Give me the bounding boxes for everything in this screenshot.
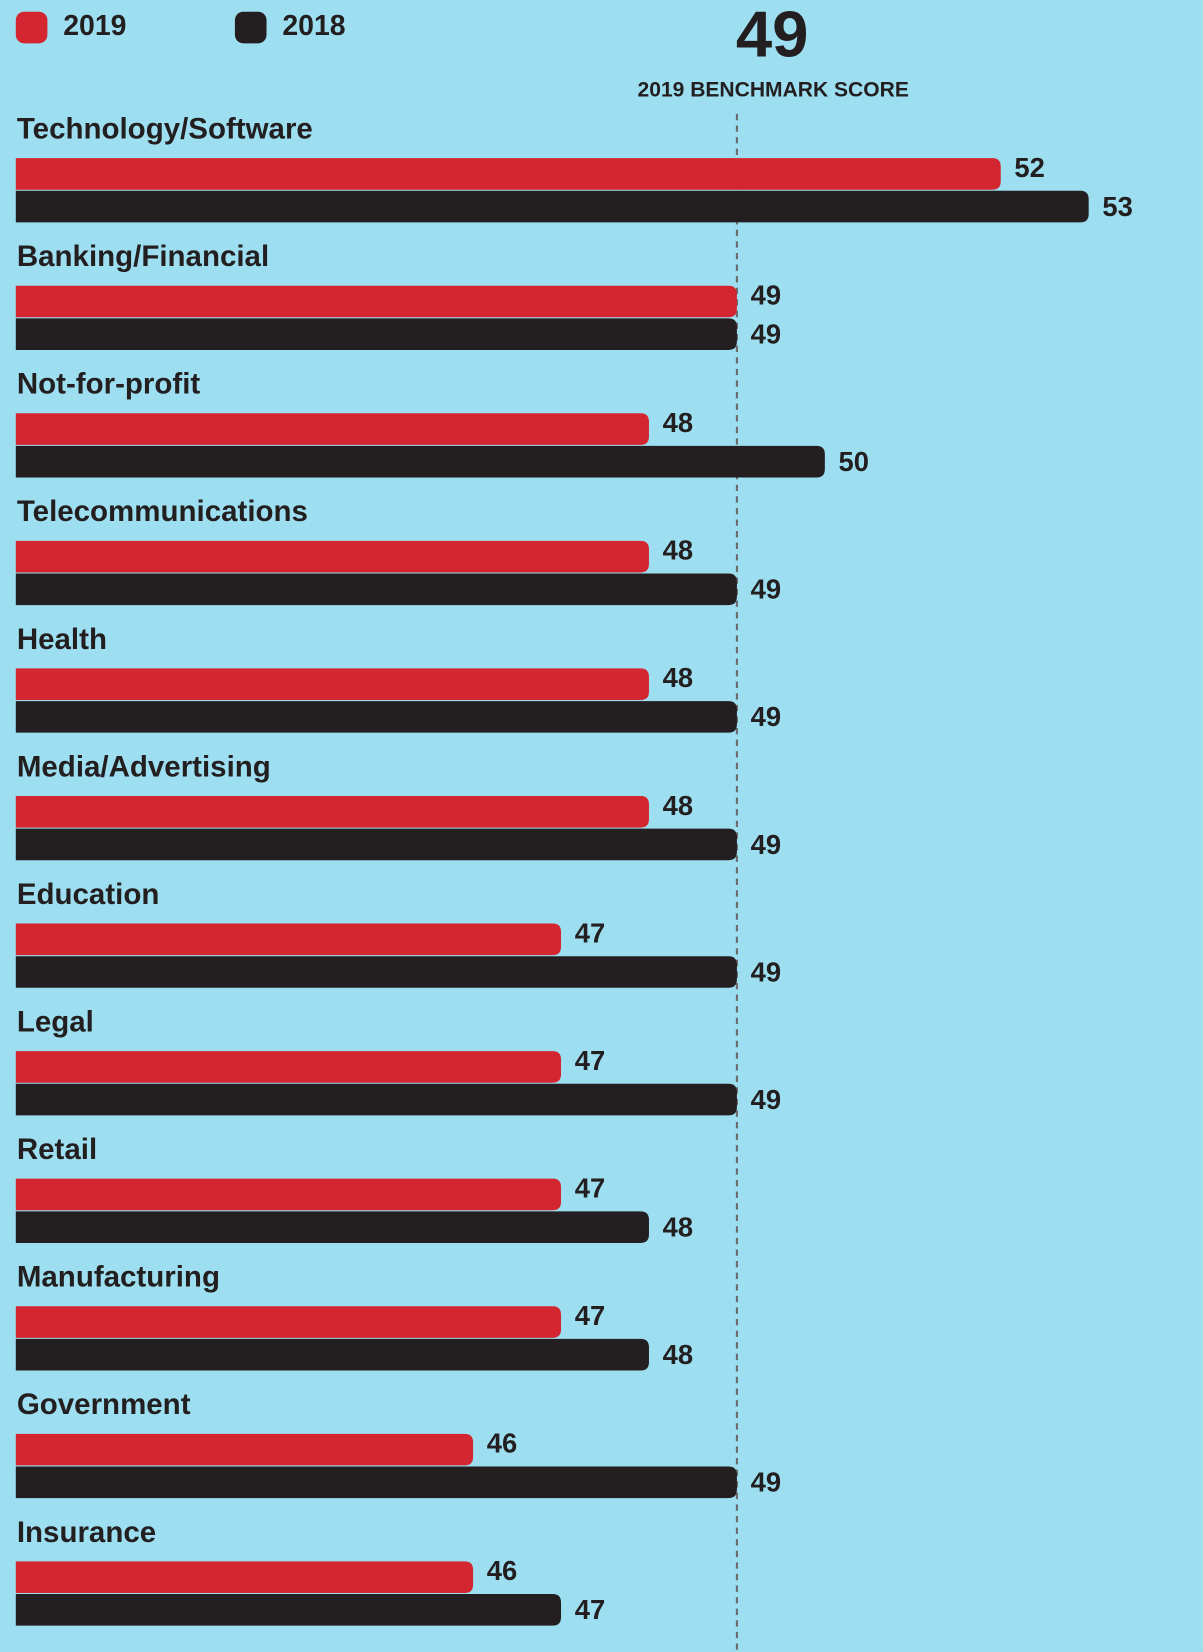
category-label: Legal [17, 1006, 94, 1039]
bar [15, 285, 737, 318]
bar [15, 1338, 649, 1371]
category-label: Media/Advertising [17, 750, 271, 783]
bar [15, 158, 1001, 190]
value-label: 47 [575, 1594, 605, 1625]
bar [15, 413, 649, 445]
value-label: 49 [751, 956, 781, 987]
value-label: 52 [1014, 152, 1044, 183]
value-label: 49 [751, 280, 781, 311]
value-label: 50 [839, 446, 869, 477]
value-label: 47 [575, 1173, 605, 1204]
legend-swatch [15, 11, 48, 44]
bar [15, 318, 737, 350]
value-label: 53 [1102, 191, 1132, 222]
bar [15, 956, 737, 988]
value-label: 49 [751, 1084, 781, 1115]
category-label: Not-for-profit [17, 368, 201, 401]
bar [15, 1178, 562, 1211]
value-label: 48 [663, 407, 693, 438]
category-label: Retail [17, 1133, 97, 1166]
bar [15, 573, 737, 606]
bar [15, 828, 737, 861]
value-label: 46 [487, 1555, 517, 1586]
bar [15, 1466, 737, 1499]
bar [15, 1211, 649, 1243]
value-label: 49 [751, 829, 781, 860]
value-label: 48 [663, 1339, 693, 1370]
value-label: 47 [575, 1045, 605, 1076]
category-label: Banking/Financial [17, 240, 269, 273]
bar [15, 190, 1089, 223]
bar [15, 1083, 737, 1116]
value-label: 48 [663, 790, 693, 821]
category-label: Telecommunications [17, 495, 308, 528]
bar [15, 1561, 474, 1593]
bar [15, 540, 649, 573]
bar [15, 923, 562, 956]
legend-label: 2018 [282, 10, 345, 42]
legend-swatch [234, 11, 267, 44]
value-label: 47 [575, 1300, 605, 1331]
value-label: 49 [751, 701, 781, 732]
category-label: Insurance [17, 1516, 156, 1549]
value-label: 49 [751, 1467, 781, 1498]
bar [15, 445, 825, 478]
value-label: 46 [487, 1428, 517, 1459]
value-label: 48 [663, 1211, 693, 1242]
value-label: 49 [751, 574, 781, 605]
value-label: 48 [663, 662, 693, 693]
value-label: 48 [663, 535, 693, 566]
bar [15, 1051, 562, 1083]
category-label: Health [17, 623, 107, 656]
category-label: Education [17, 878, 160, 911]
bar [15, 1594, 562, 1626]
category-label: Government [17, 1388, 191, 1421]
bar [15, 1306, 562, 1338]
bar [15, 1433, 474, 1466]
value-label: 49 [751, 319, 781, 350]
legend-label: 2019 [63, 10, 126, 42]
bar [15, 701, 737, 733]
benchmark-value: 49 [736, 0, 809, 70]
bar [15, 668, 649, 701]
category-label: Technology/Software [17, 113, 313, 146]
bar [15, 795, 649, 828]
benchmark-label: 2019 BENCHMARK SCORE [638, 78, 909, 101]
category-label: Manufacturing [17, 1261, 220, 1294]
value-label: 47 [575, 917, 605, 948]
